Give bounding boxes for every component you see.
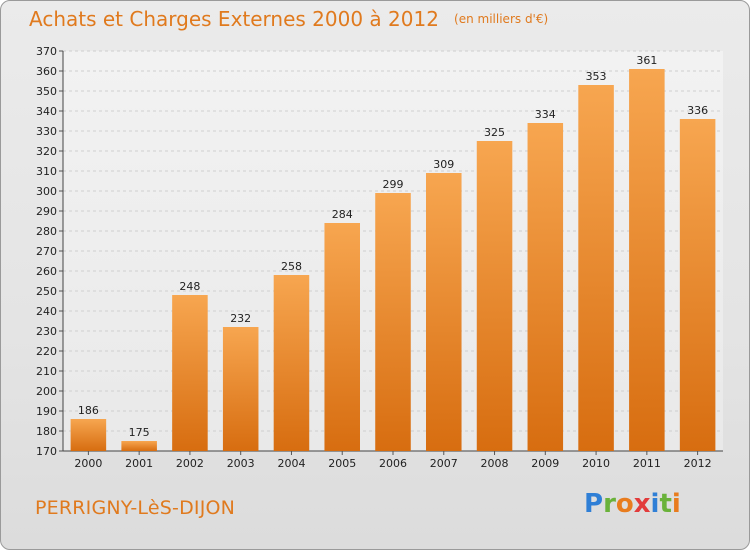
x-tick-label: 2000: [74, 457, 102, 470]
bar: [629, 69, 665, 451]
y-tick-label: 210: [36, 365, 57, 378]
chart-title-text: Achats et Charges Externes 2000 à 2012: [29, 7, 439, 31]
bar: [527, 123, 564, 451]
y-tick-label: 270: [36, 245, 57, 258]
bar-value-label: 325: [484, 126, 505, 139]
y-tick-label: 190: [36, 405, 57, 418]
y-tick-label: 180: [36, 425, 57, 438]
proxiti-logo: Proxiti: [584, 489, 681, 519]
y-tick-label: 300: [36, 185, 57, 198]
x-tick-label: 2008: [481, 457, 509, 470]
y-tick-label: 320: [36, 145, 57, 158]
logo-letter: i: [650, 489, 660, 519]
y-tick-label: 310: [36, 165, 57, 178]
x-tick-label: 2005: [328, 457, 356, 470]
bar: [121, 441, 157, 451]
y-tick-label: 360: [36, 65, 57, 78]
y-tick-label: 260: [36, 265, 57, 278]
bar: [578, 85, 614, 451]
x-tick-label: 2012: [684, 457, 712, 470]
bar: [375, 193, 411, 451]
bar-value-label: 299: [383, 178, 404, 191]
logo-letter: P: [584, 489, 604, 519]
logo-letter: r: [603, 489, 616, 519]
logo-letter: o: [615, 489, 634, 519]
bar: [426, 173, 462, 451]
y-tick-label: 370: [36, 45, 57, 58]
bar-value-label: 248: [179, 280, 200, 293]
y-tick-label: 200: [36, 385, 57, 398]
y-tick-label: 250: [36, 285, 57, 298]
chart-unit-note: (en milliers d'€): [454, 12, 549, 26]
bar-value-label: 258: [281, 260, 302, 273]
bar-value-label: 175: [129, 426, 150, 439]
bar-value-label: 284: [332, 208, 353, 221]
bar: [324, 223, 360, 451]
x-tick-label: 2003: [227, 457, 255, 470]
x-tick-label: 2001: [125, 457, 153, 470]
x-tick-label: 2010: [582, 457, 610, 470]
x-tick-label: 2011: [633, 457, 661, 470]
commune-name: PERRIGNY-LèS-DIJON: [35, 497, 236, 519]
y-tick-label: 340: [36, 105, 57, 118]
logo-letter: x: [633, 489, 651, 519]
x-tick-label: 2004: [277, 457, 305, 470]
bar: [222, 327, 259, 451]
y-tick-label: 240: [36, 305, 57, 318]
y-tick-label: 220: [36, 345, 57, 358]
y-tick-label: 290: [36, 205, 57, 218]
bar-value-label: 232: [230, 312, 251, 325]
x-tick-label: 2007: [430, 457, 458, 470]
x-tick-label: 2006: [379, 457, 407, 470]
bar-value-label: 186: [78, 404, 99, 417]
logo-letter: i: [671, 489, 681, 519]
x-tick-label: 2002: [176, 457, 204, 470]
y-tick-label: 280: [36, 225, 57, 238]
chart-title: Achats et Charges Externes 2000 à 2012 (…: [29, 7, 548, 31]
y-tick-label: 350: [36, 85, 57, 98]
x-tick-label: 2009: [531, 457, 559, 470]
bar-value-label: 334: [535, 108, 556, 121]
y-tick-label: 330: [36, 125, 57, 138]
y-tick-label: 170: [36, 445, 57, 458]
bar-value-label: 361: [636, 54, 657, 67]
bar: [476, 141, 513, 451]
logo-letter: t: [659, 489, 672, 519]
bar-value-label: 309: [433, 158, 454, 171]
bar-value-label: 353: [586, 70, 607, 83]
bar: [172, 295, 208, 451]
bar-value-label: 336: [687, 104, 708, 117]
bar: [273, 275, 310, 451]
y-tick-label: 230: [36, 325, 57, 338]
bar: [70, 419, 107, 451]
bar: [679, 119, 716, 451]
